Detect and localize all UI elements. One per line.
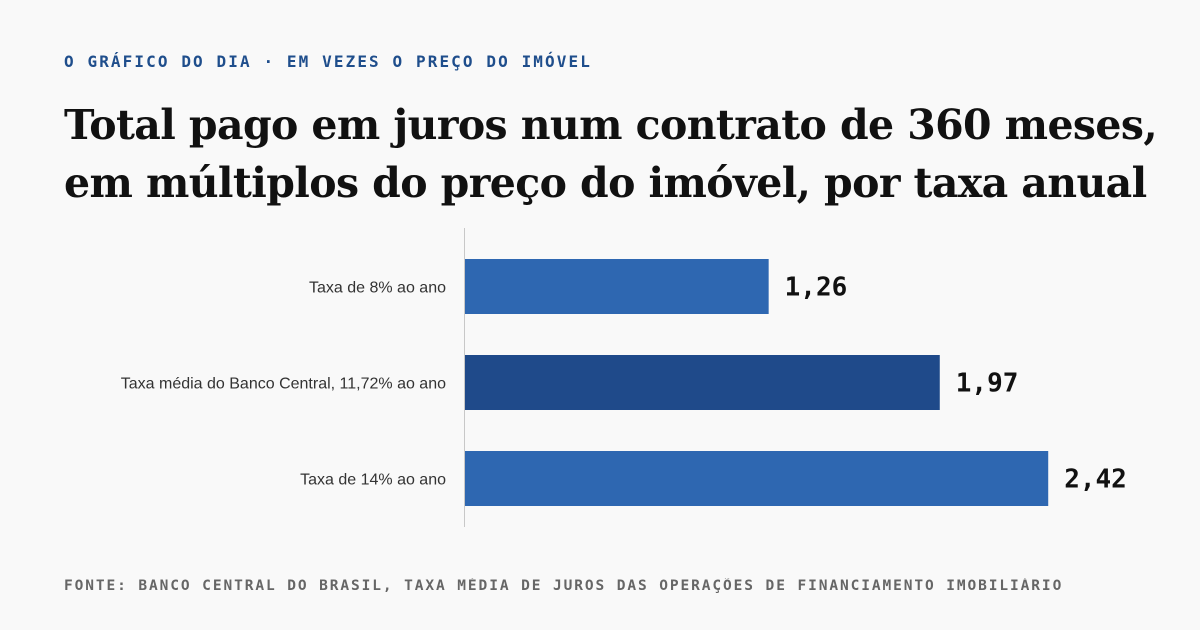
bar-2 <box>465 355 940 410</box>
bar-1 <box>465 259 769 314</box>
bar-3 <box>465 451 1049 506</box>
kicker-label: O GRÁFICO DO DIA · EM VEZES O PREÇO DO I… <box>64 52 592 71</box>
value-label-2: 1,97 <box>956 369 1019 399</box>
chart-title: Total pago em juros num contrato de 360 … <box>64 101 1158 207</box>
category-label-3: Taxa de 14% ao ano <box>300 472 446 489</box>
value-label-3: 2,42 <box>1064 465 1127 495</box>
category-label-2: Taxa média do Banco Central, 11,72% ao a… <box>121 376 446 393</box>
bars-group: Taxa de 8% ao ano 1,26 Taxa média do Banco… <box>121 259 1127 506</box>
source-note: FONTE: BANCO CENTRAL DO BRASIL, TAXA MÉD… <box>64 578 1064 594</box>
category-label-1: Taxa de 8% ao ano <box>309 280 446 297</box>
value-label-1: 1,26 <box>785 273 848 303</box>
